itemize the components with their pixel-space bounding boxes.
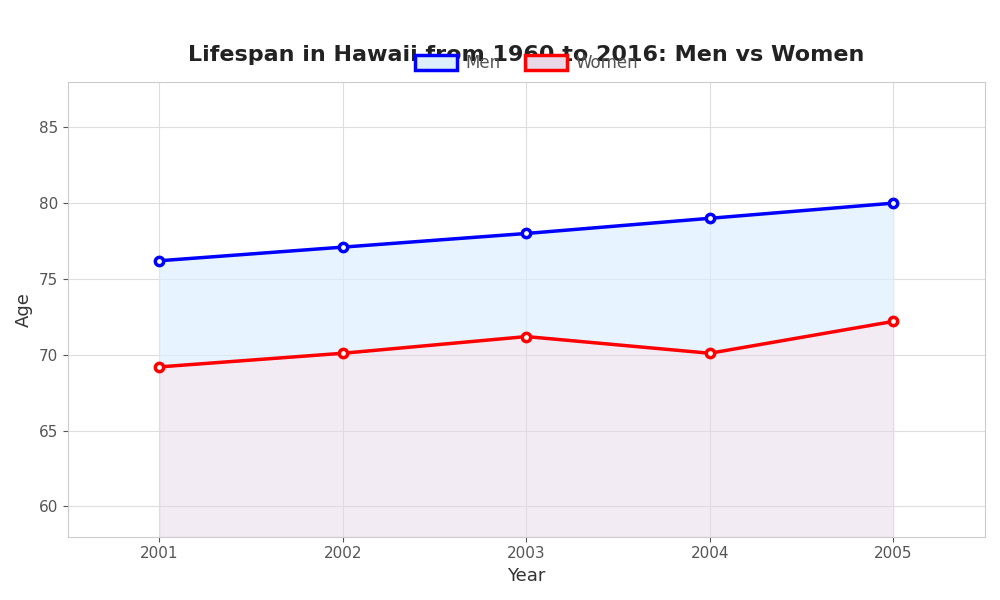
Legend: Men, Women: Men, Women (415, 54, 638, 72)
Y-axis label: Age: Age (15, 292, 33, 327)
X-axis label: Year: Year (507, 567, 546, 585)
Title: Lifespan in Hawaii from 1960 to 2016: Men vs Women: Lifespan in Hawaii from 1960 to 2016: Me… (188, 45, 865, 65)
